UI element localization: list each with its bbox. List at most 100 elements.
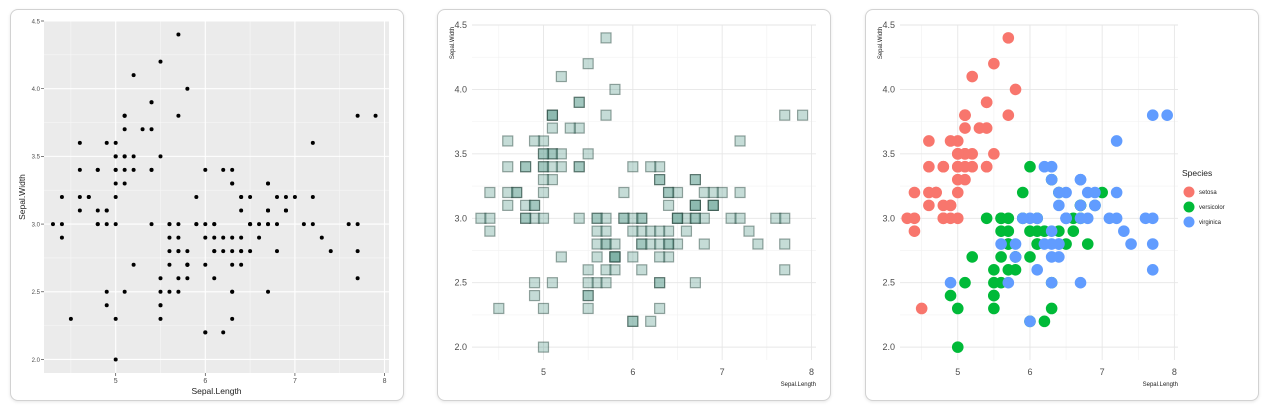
data-point <box>230 235 235 240</box>
data-point <box>122 167 127 172</box>
data-point-setosa <box>980 160 993 173</box>
data-point <box>573 96 585 108</box>
x-tick-label: 8 <box>383 378 387 385</box>
data-point <box>627 315 639 327</box>
data-point <box>203 222 208 227</box>
data-point <box>283 195 288 199</box>
y-tick-label: 3.0 <box>32 222 41 228</box>
data-point <box>239 195 244 199</box>
data-point-setosa <box>988 148 1000 160</box>
data-point <box>113 154 118 159</box>
data-point-virginica <box>1009 251 1022 263</box>
data-point-virginica <box>1146 109 1159 121</box>
data-point <box>573 122 585 134</box>
data-point <box>104 222 109 227</box>
data-point <box>493 302 505 315</box>
data-point <box>59 235 64 240</box>
data-point <box>95 208 100 213</box>
data-point-virginica <box>1045 276 1058 289</box>
y-tick-label: 2.0 <box>882 342 895 352</box>
data-point <box>59 195 64 199</box>
data-point <box>149 222 154 227</box>
data-point <box>591 212 603 224</box>
data-point-versicolor <box>944 289 957 302</box>
data-point-versicolor <box>966 251 979 263</box>
data-point-versicolor <box>951 341 964 353</box>
data-point <box>689 174 701 186</box>
data-point <box>221 330 226 335</box>
data-point <box>537 161 550 173</box>
data-point <box>645 161 657 173</box>
legend-key-virginica <box>1183 216 1195 228</box>
data-point <box>167 289 172 294</box>
data-point <box>671 212 684 224</box>
data-point <box>582 58 594 70</box>
data-point <box>77 167 82 172</box>
data-point <box>248 222 253 227</box>
data-point-versicolor <box>1024 160 1036 173</box>
data-point <box>707 199 719 211</box>
data-point <box>59 222 64 227</box>
data-point-virginica <box>1060 212 1072 225</box>
data-point <box>528 135 541 147</box>
data-point <box>319 235 324 240</box>
data-point <box>176 249 181 254</box>
chart-card-square-points: 5 6 7 8 2.0 2.5 3.0 3.5 4.0 4.5 Sepal.Length Sepal.… <box>437 9 831 401</box>
y-tick-label: 4.5 <box>882 20 895 30</box>
y-tick-label: 3.0 <box>882 213 895 223</box>
data-point-virginica <box>1045 173 1058 186</box>
data-point-setosa <box>988 57 1000 70</box>
data-point-setosa <box>944 199 957 212</box>
data-point-virginica <box>1146 264 1159 276</box>
data-point <box>654 161 666 173</box>
data-point <box>502 161 514 173</box>
data-point <box>654 302 666 315</box>
data-point <box>248 195 253 199</box>
data-point <box>248 249 253 254</box>
data-point-virginica <box>1031 264 1043 276</box>
data-point <box>743 225 755 237</box>
data-point <box>104 289 109 294</box>
data-point <box>689 199 701 211</box>
data-point <box>609 83 621 96</box>
data-point <box>104 303 109 308</box>
data-point <box>113 316 118 321</box>
x-tick-label: 5 <box>114 378 118 385</box>
data-point <box>346 222 351 227</box>
data-point-virginica <box>1009 238 1022 250</box>
data-point <box>230 167 235 172</box>
data-point <box>95 222 100 227</box>
data-point-setosa <box>923 186 935 199</box>
data-point-setosa <box>1009 83 1022 96</box>
data-point <box>239 208 244 213</box>
data-point <box>266 289 271 294</box>
scatter-chart-square-points: 5 6 7 8 2.0 2.5 3.0 3.5 4.0 4.5 Sepal.Length Sepal.… <box>450 20 816 388</box>
data-point <box>591 277 603 289</box>
data-point-virginica <box>1081 186 1094 199</box>
data-point <box>546 148 559 160</box>
data-point <box>609 238 621 250</box>
data-point <box>149 167 154 172</box>
data-point-virginica <box>995 238 1007 250</box>
data-point <box>167 222 172 227</box>
data-point <box>689 199 701 211</box>
data-point <box>636 264 648 276</box>
data-point-setosa <box>915 302 928 315</box>
data-point <box>636 212 648 224</box>
data-point <box>355 222 360 227</box>
y-tick-label: 4.0 <box>454 84 467 94</box>
data-point <box>122 181 127 186</box>
y-tick-label: 4.5 <box>454 20 467 30</box>
data-point <box>564 122 576 134</box>
data-point <box>176 222 181 227</box>
data-point <box>627 251 639 263</box>
x-tick-label: 5 <box>541 367 546 377</box>
data-point <box>779 109 791 121</box>
data-point <box>502 186 514 199</box>
data-point <box>104 208 109 213</box>
data-point <box>645 315 657 327</box>
data-point <box>185 276 190 281</box>
y-tick-label: 3.5 <box>882 149 895 159</box>
data-point <box>779 238 791 250</box>
data-point-virginica <box>1053 186 1065 199</box>
